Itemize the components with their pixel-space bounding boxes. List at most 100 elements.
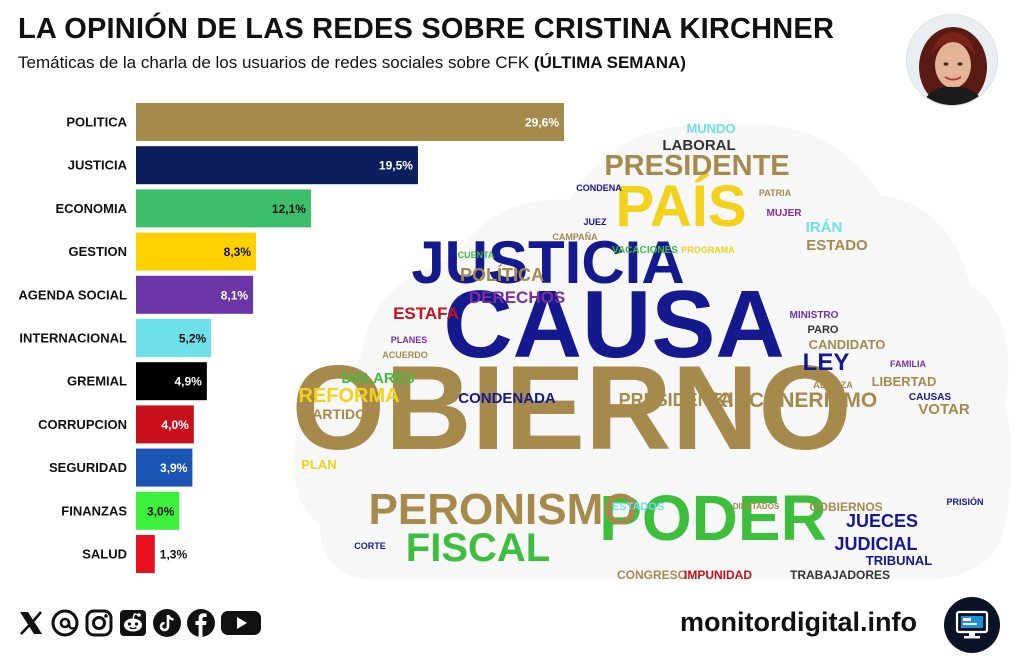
cloud-word: JUECES xyxy=(846,511,918,531)
cloud-word: CUENTA xyxy=(458,250,495,260)
bar xyxy=(136,275,254,314)
category-label: CORRUPCION xyxy=(38,417,127,432)
bar xyxy=(136,448,193,487)
cloud-word: DÓLARES xyxy=(341,369,414,387)
x-icon[interactable] xyxy=(16,608,46,638)
cloud-word: POLÍTICA xyxy=(460,264,544,285)
category-label: INTERNACIONAL xyxy=(19,331,127,346)
reddit-icon[interactable] xyxy=(118,608,148,638)
youtube-icon[interactable] xyxy=(220,608,262,638)
cloud-word: VOTAR xyxy=(918,401,970,418)
cloud-word: VACACIONES xyxy=(612,245,678,256)
data-label: 8,3% xyxy=(224,245,252,259)
cloud-word: CONDENADA xyxy=(458,390,556,407)
bar xyxy=(136,232,257,271)
cloud-word: PODER xyxy=(599,482,827,554)
cloud-word: LABORAL xyxy=(662,137,735,154)
cloud-word: CONDENA xyxy=(576,183,622,193)
category-label: AGENDA SOCIAL xyxy=(18,287,127,302)
tiktok-icon[interactable] xyxy=(152,608,182,638)
cloud-word: FAMILIA xyxy=(890,359,926,369)
cloud-word: DIPUTADOS xyxy=(733,502,780,511)
portrait-image xyxy=(907,15,997,105)
bar xyxy=(136,319,212,357)
cloud-word: FISCAL xyxy=(406,526,550,570)
cloud-word: LIBERTAD xyxy=(872,374,937,389)
category-label: POLITICA xyxy=(66,115,127,130)
data-label: 3,0% xyxy=(147,504,175,518)
cloud-word: CAUSA xyxy=(443,271,784,378)
cloud-word: JUEZ xyxy=(583,217,607,227)
cloud-word: CONGRESO xyxy=(617,568,687,582)
cloud-word: CAMPAÑA xyxy=(552,232,598,242)
category-label: FINANZAS xyxy=(61,503,127,518)
brand-name[interactable]: monitordigital.info xyxy=(680,607,917,637)
data-label: 29,6% xyxy=(525,116,559,130)
subtitle-emphasis: (ÚLTIMA SEMANA) xyxy=(533,53,686,72)
page-title: LA OPINIÓN DE LAS REDES SOBRE CRISTINA K… xyxy=(18,13,835,45)
word-cloud: GOBIERNOCAUSAJUSTICIAPAÍS PODER PRESIDENTE… xyxy=(290,121,1012,582)
cloud-word: GOBIERNOS xyxy=(809,500,882,514)
category-label: GREMIAL xyxy=(67,374,127,389)
cloud-word: CANDIDATO xyxy=(809,337,886,352)
social-links xyxy=(16,608,262,638)
cloud-word: ESTAFA xyxy=(393,304,459,323)
cloud-word: PARTIDO xyxy=(304,406,366,422)
cloud-word: MUNDO xyxy=(686,121,735,136)
cloud-word: MINISTRO xyxy=(790,310,839,321)
cloud-word: ESTADO xyxy=(806,237,868,254)
cloud-word: PLANES xyxy=(391,335,428,345)
category-label: JUSTICIA xyxy=(68,158,128,173)
cloud-word: PATRIA xyxy=(759,188,792,198)
facebook-icon[interactable] xyxy=(186,608,216,638)
data-label: 4,9% xyxy=(174,375,202,389)
cloud-word: ESTADOS xyxy=(612,501,664,513)
cloud-word: PRESIDENTE xyxy=(604,150,789,182)
cloud-word: PROGRAMA xyxy=(681,245,735,255)
cloud-word: ACUERDO xyxy=(382,350,428,360)
bar xyxy=(136,146,418,185)
cloud-word: PLAN xyxy=(301,457,336,472)
monitor-logo-icon xyxy=(944,597,1000,653)
cloud-word: ALIANZA xyxy=(813,380,853,390)
cloud-word: IMPUNIDAD xyxy=(684,568,752,582)
cloud-shape xyxy=(294,123,1012,580)
cloud-word: TRABAJADORES xyxy=(790,568,890,582)
data-label: 1,3% xyxy=(160,548,188,562)
bar xyxy=(136,405,194,444)
cloud-word: JUDICIAL xyxy=(834,534,917,554)
bar xyxy=(136,491,180,530)
cloud-word: CORTE xyxy=(354,541,386,551)
data-label: 5,2% xyxy=(179,332,207,346)
data-label: 12,1% xyxy=(272,202,306,216)
cloud-word: PAÍS xyxy=(615,174,746,239)
cloud-word: IRÁN xyxy=(806,219,843,236)
category-label: SALUD xyxy=(82,547,127,562)
data-label: 19,5% xyxy=(379,159,413,173)
bar xyxy=(136,103,564,141)
threads-icon[interactable] xyxy=(50,608,80,638)
data-label: 8,1% xyxy=(221,288,249,302)
cloud-word: DERECHOS xyxy=(469,288,565,307)
cloud-word: KIRCHNERISMO xyxy=(713,389,878,412)
cloud-word: JUSTICIA xyxy=(411,229,684,296)
cloud-word: PRESIDENTA xyxy=(619,390,734,410)
avatar xyxy=(906,14,998,106)
cloud-word: MUJER xyxy=(766,208,802,219)
bar xyxy=(136,189,311,228)
subtitle-text: Temáticas de la charla de los usuarios d… xyxy=(18,53,534,72)
bar-chart: POLITICA 29,6% JUSTICIA 19,5% ECONOMIA 12,1% G… xyxy=(18,103,564,573)
cloud-word: CAUSAS xyxy=(909,392,952,403)
cloud-word: PARO xyxy=(808,324,839,336)
bar xyxy=(136,535,155,573)
cloud-word: TRIBUNAL xyxy=(866,553,932,568)
data-label: 3,9% xyxy=(160,461,188,475)
cloud-word: REFORMA xyxy=(298,385,399,407)
category-label: GESTION xyxy=(68,244,127,259)
cloud-word: PERONISMO xyxy=(369,485,638,534)
category-label: ECONOMIA xyxy=(56,201,128,216)
cloud-word: GOBIERNO xyxy=(290,341,852,475)
page-subtitle: Temáticas de la charla de los usuarios d… xyxy=(18,53,686,73)
instagram-icon[interactable] xyxy=(84,608,114,638)
data-label: 4,0% xyxy=(161,418,189,432)
